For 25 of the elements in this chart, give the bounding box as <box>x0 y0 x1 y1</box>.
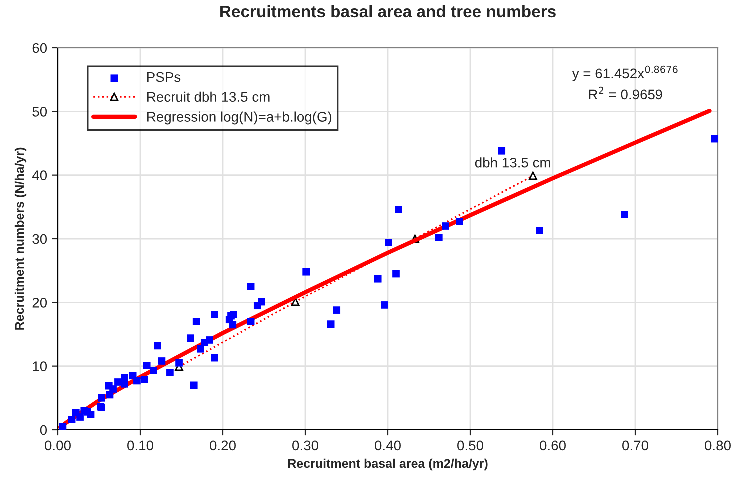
y-tick-label: 60 <box>32 43 48 54</box>
annotation: y = 61.452x$^{0.8676}$ <box>572 66 678 82</box>
x-tick-label: 0.20 <box>210 440 236 451</box>
y-tick-label: 10 <box>33 362 48 372</box>
x-tick-label: 0.30 <box>292 440 318 451</box>
y-tick-label: 50 <box>32 107 48 117</box>
annotation: dbh 13.5 cm <box>475 158 550 168</box>
chart-title: Recruitments basal area and tree numbers <box>220 5 556 18</box>
legend-label: PSPs <box>148 72 181 82</box>
y-axis-title: Recruitment numbers (N/ha/yr) <box>14 148 27 330</box>
y-tick-label: 0 <box>40 425 48 436</box>
x-tick-label: 0.50 <box>458 440 484 451</box>
annotation: R$^{2}$ = 0.9659 <box>589 86 662 100</box>
legend-label: Regression log(N)=a+b.log(G) <box>148 112 332 125</box>
x-tick-label: 0.60 <box>540 440 566 451</box>
x-tick-label: 0.40 <box>375 440 401 451</box>
x-tick-label: 0.10 <box>128 440 154 451</box>
legend-label: Recruit dbh 13.5 cm <box>148 92 270 102</box>
x-tick-label: 0.80 <box>705 440 731 451</box>
y-tick-label: 30 <box>32 234 48 244</box>
y-tick-label: 40 <box>32 170 48 181</box>
x-axis-title: Recruitment basal area (m2/ha/yr) <box>288 458 488 471</box>
y-tick-label: 20 <box>32 298 48 308</box>
x-tick-label: 0.70 <box>622 440 648 451</box>
x-tick-label: 0.00 <box>45 440 71 451</box>
